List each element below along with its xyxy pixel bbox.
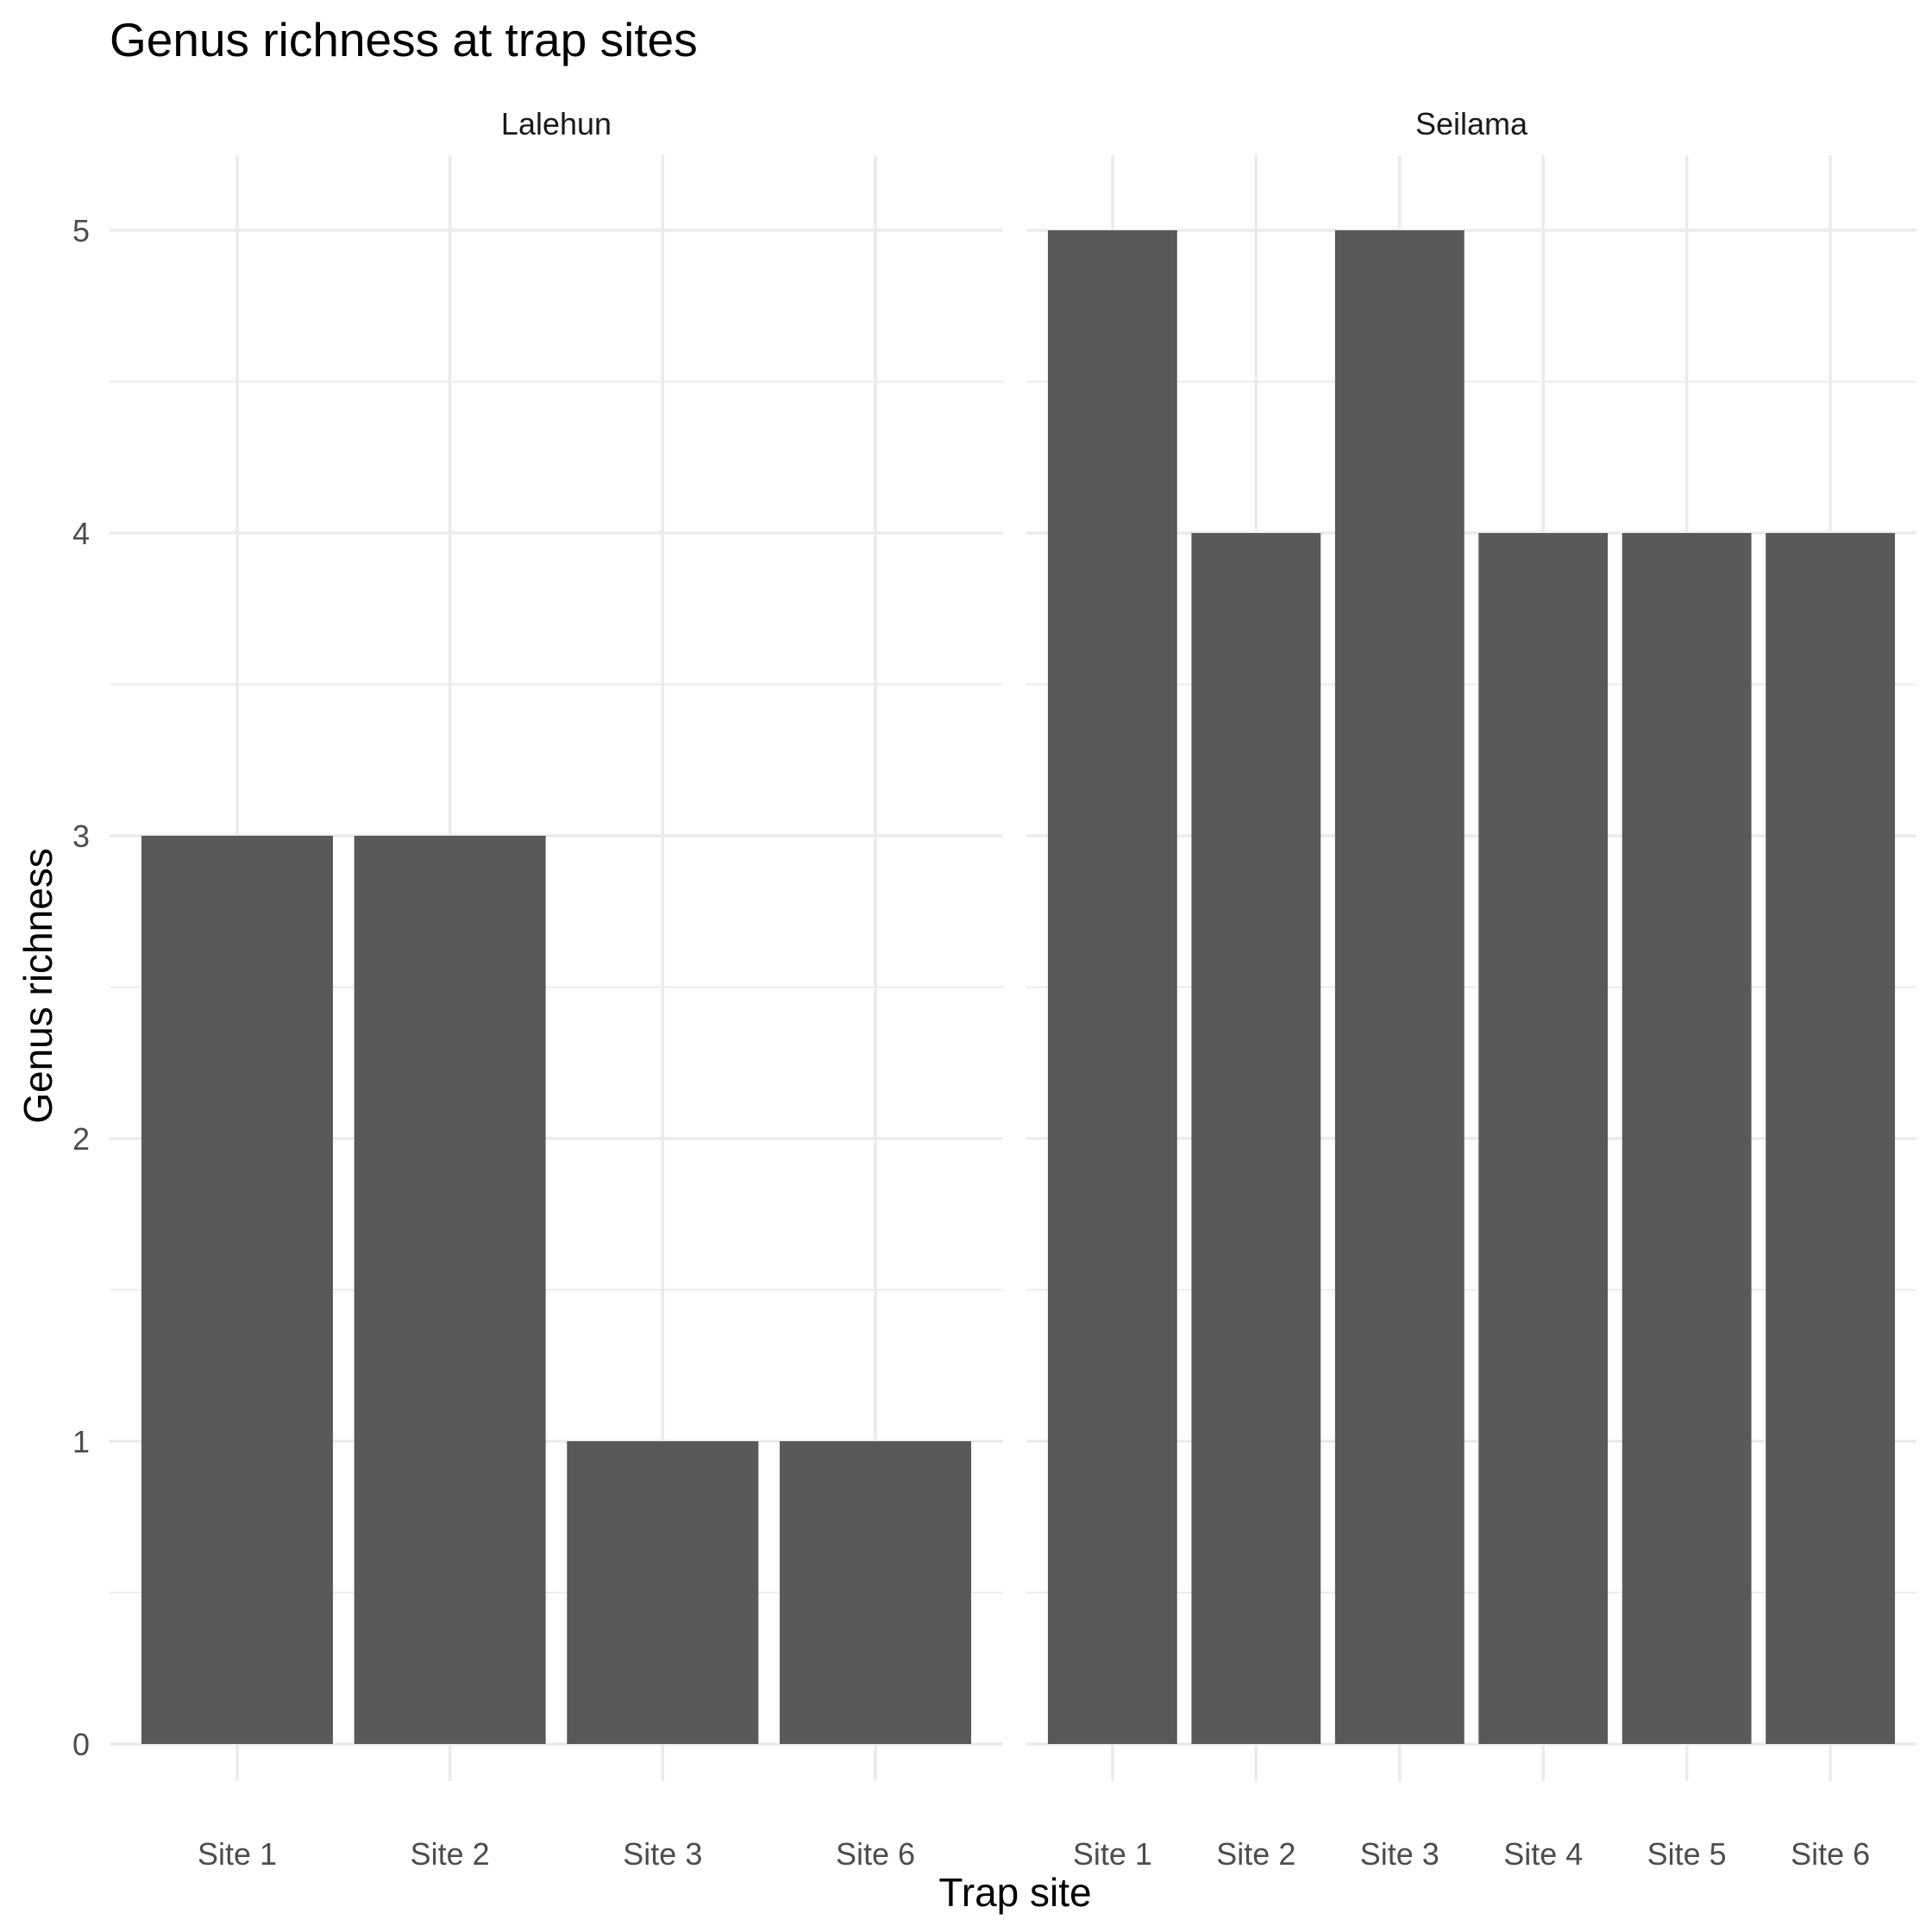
x-tick-label: Site 1	[1073, 1836, 1152, 1872]
x-tick-label: Site 4	[1503, 1836, 1583, 1872]
facet-strip-label: Seilama	[1415, 106, 1528, 141]
bar-lalehun-site-1	[141, 836, 333, 1744]
y-tick-label: 3	[72, 819, 90, 854]
y-tick-label: 0	[72, 1727, 90, 1762]
x-tick-label: Site 6	[1791, 1836, 1870, 1872]
facet-strip-label: Lalehun	[501, 106, 612, 141]
y-axis-title: Genus richness	[16, 848, 60, 1124]
x-tick-label: Site 6	[836, 1836, 915, 1872]
x-tick-label: Site 3	[623, 1836, 702, 1872]
bar-seilama-site-5	[1622, 533, 1752, 1744]
y-tick-label: 5	[72, 213, 90, 248]
y-tick-label: 4	[72, 516, 90, 551]
bar-seilama-site-2	[1191, 533, 1321, 1744]
bar-lalehun-site-6	[780, 1441, 971, 1744]
y-tick-label: 1	[72, 1424, 90, 1459]
facet-panel-seilama: Site 1 Site 2 Site 3 Site 4 Site 5 Site 6 Seil…	[1026, 106, 1916, 1872]
bar-lalehun-site-3	[567, 1441, 759, 1744]
x-tick-label: Site 2	[1216, 1836, 1295, 1872]
chart-title: Genus richness at trap sites	[110, 13, 698, 66]
y-axis: 0 1 2 3 4 5	[72, 213, 90, 1762]
bar-seilama-site-3	[1334, 230, 1465, 1744]
x-axis-title: Trap site	[938, 1870, 1091, 1915]
x-tick-label: Site 3	[1360, 1836, 1440, 1872]
y-tick-label: 2	[72, 1121, 90, 1157]
x-tick-label: Site 1	[198, 1836, 277, 1872]
x-tick-label: Site 2	[411, 1836, 490, 1872]
bar-seilama-site-6	[1766, 533, 1896, 1744]
bar-lalehun-site-2	[354, 836, 546, 1744]
facet-panel-lalehun: Site 1 Site 2 Site 3 Site 6 Lalehun	[110, 106, 1003, 1872]
bar-seilama-site-4	[1478, 533, 1609, 1744]
bar-seilama-site-1	[1047, 230, 1177, 1744]
x-tick-label: Site 5	[1647, 1836, 1727, 1872]
